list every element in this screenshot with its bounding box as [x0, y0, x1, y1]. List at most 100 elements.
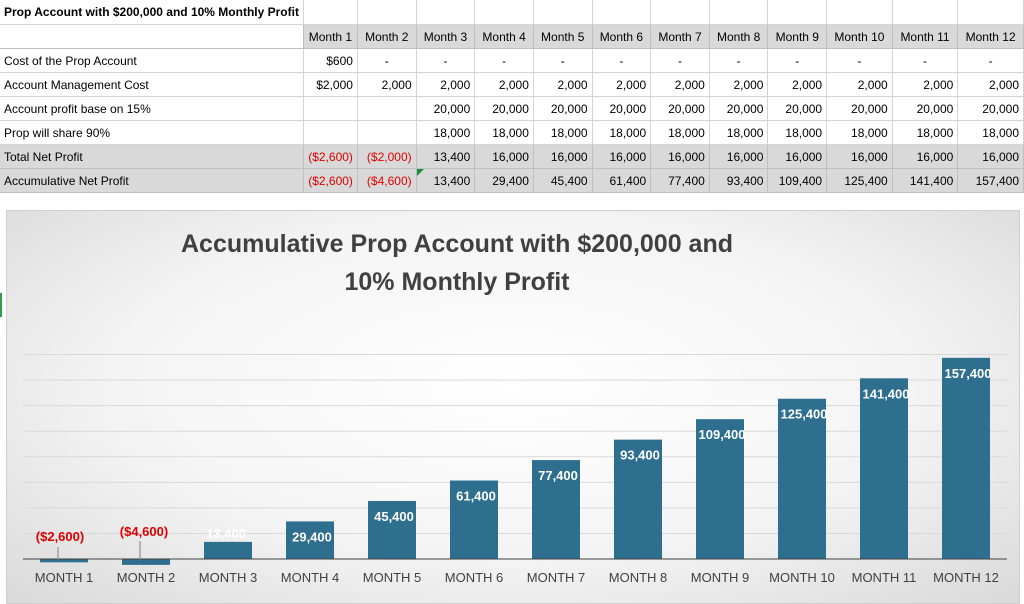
month-header-cell[interactable]: Month 7 — [650, 24, 710, 49]
value-cell[interactable]: 20,000 — [767, 96, 828, 121]
value-cell[interactable]: 2,000 — [957, 72, 1024, 97]
value-cell[interactable]: 18,000 — [892, 120, 959, 145]
empty-cell[interactable] — [826, 0, 893, 25]
value-cell[interactable]: 20,000 — [533, 96, 593, 121]
month-header-cell[interactable]: Month 6 — [592, 24, 652, 49]
value-cell[interactable]: 16,000 — [474, 144, 534, 169]
value-cell[interactable]: 20,000 — [709, 96, 769, 121]
value-cell[interactable]: 20,000 — [474, 96, 534, 121]
empty-cell[interactable] — [892, 0, 959, 25]
empty-cell[interactable] — [416, 0, 476, 25]
value-cell[interactable]: 2,000 — [709, 72, 769, 97]
value-cell[interactable]: 109,400 — [767, 168, 828, 193]
month-header-cell[interactable]: Month 8 — [709, 24, 769, 49]
empty-cell[interactable] — [709, 0, 769, 25]
month-header-cell[interactable]: Month 1 — [303, 24, 358, 49]
empty-cell[interactable] — [357, 0, 417, 25]
value-cell[interactable]: ($2,600) — [303, 144, 358, 169]
empty-cell[interactable] — [767, 0, 828, 25]
empty-cell[interactable] — [957, 0, 1024, 25]
value-cell[interactable]: 2,000 — [892, 72, 959, 97]
empty-cell[interactable] — [650, 0, 710, 25]
empty-cell[interactable] — [592, 0, 652, 25]
month-header-cell[interactable]: Month 12 — [957, 24, 1024, 49]
value-cell[interactable]: 2,000 — [474, 72, 534, 97]
month-header-cell[interactable]: Month 10 — [826, 24, 893, 49]
value-cell[interactable]: - — [592, 48, 652, 73]
value-cell[interactable]: ($2,600) — [303, 168, 358, 193]
value-cell[interactable]: 16,000 — [709, 144, 769, 169]
row-label-cell[interactable]: Prop will share 90% — [0, 120, 304, 145]
value-cell[interactable]: 18,000 — [416, 120, 476, 145]
row-label-cell[interactable]: Cost of the Prop Account — [0, 48, 304, 73]
value-cell[interactable]: - — [957, 48, 1024, 73]
value-cell[interactable]: 18,000 — [592, 120, 652, 145]
value-cell[interactable]: 20,000 — [892, 96, 959, 121]
value-cell[interactable] — [357, 120, 417, 145]
value-cell[interactable]: 2,000 — [592, 72, 652, 97]
empty-cell[interactable] — [303, 0, 358, 25]
value-cell[interactable]: 2,000 — [650, 72, 710, 97]
value-cell[interactable]: 2,000 — [416, 72, 476, 97]
value-cell[interactable]: 2,000 — [357, 72, 417, 97]
value-cell[interactable]: 141,400 — [892, 168, 959, 193]
value-cell[interactable]: 20,000 — [957, 96, 1024, 121]
value-cell[interactable]: 2,000 — [533, 72, 593, 97]
empty-cell[interactable] — [533, 0, 593, 25]
empty-cell[interactable] — [0, 24, 304, 49]
month-header-cell[interactable]: Month 3 — [416, 24, 476, 49]
value-cell[interactable]: 18,000 — [709, 120, 769, 145]
value-cell[interactable]: 18,000 — [957, 120, 1024, 145]
month-header-cell[interactable]: Month 2 — [357, 24, 417, 49]
value-cell[interactable]: $600 — [303, 48, 358, 73]
value-cell[interactable]: - — [826, 48, 893, 73]
chart-panel[interactable]: Accumulative Prop Account with $200,000 … — [6, 210, 1020, 604]
value-cell[interactable]: 16,000 — [650, 144, 710, 169]
value-cell[interactable]: 125,400 — [826, 168, 893, 193]
row-label-cell[interactable]: Account Management Cost — [0, 72, 304, 97]
value-cell[interactable]: 2,000 — [826, 72, 893, 97]
value-cell[interactable]: $2,000 — [303, 72, 358, 97]
value-cell[interactable]: - — [767, 48, 828, 73]
month-header-cell[interactable]: Month 4 — [474, 24, 534, 49]
value-cell[interactable]: 93,400 — [709, 168, 769, 193]
value-cell[interactable]: 16,000 — [826, 144, 893, 169]
value-cell[interactable]: ($4,600) — [357, 168, 417, 193]
value-cell[interactable]: 18,000 — [474, 120, 534, 145]
month-header-cell[interactable]: Month 11 — [892, 24, 959, 49]
value-cell[interactable]: 18,000 — [650, 120, 710, 145]
value-cell[interactable] — [357, 96, 417, 121]
value-cell[interactable]: 61,400 — [592, 168, 652, 193]
empty-cell[interactable] — [474, 0, 534, 25]
value-cell[interactable]: - — [474, 48, 534, 73]
value-cell[interactable]: 18,000 — [533, 120, 593, 145]
sheet-title-cell[interactable]: Prop Account with $200,000 and 10% Month… — [0, 0, 304, 25]
value-cell[interactable]: - — [650, 48, 710, 73]
value-cell[interactable]: 20,000 — [826, 96, 893, 121]
value-cell[interactable]: 20,000 — [416, 96, 476, 121]
value-cell[interactable]: 2,000 — [767, 72, 828, 97]
value-cell[interactable]: - — [357, 48, 417, 73]
value-cell[interactable]: 29,400 — [474, 168, 534, 193]
value-cell[interactable]: 16,000 — [957, 144, 1024, 169]
value-cell[interactable]: 16,000 — [767, 144, 828, 169]
value-cell[interactable]: - — [709, 48, 769, 73]
month-header-cell[interactable]: Month 5 — [533, 24, 593, 49]
row-label-cell[interactable]: Accumulative Net Profit — [0, 168, 304, 193]
value-cell[interactable]: 20,000 — [592, 96, 652, 121]
value-cell[interactable]: ($2,000) — [357, 144, 417, 169]
value-cell[interactable]: - — [416, 48, 476, 73]
value-cell[interactable]: - — [892, 48, 959, 73]
value-cell[interactable] — [303, 120, 358, 145]
value-cell[interactable]: 18,000 — [826, 120, 893, 145]
month-header-cell[interactable]: Month 9 — [767, 24, 828, 49]
row-label-cell[interactable]: Account profit base on 15% — [0, 96, 304, 121]
value-cell[interactable]: - — [533, 48, 593, 73]
value-cell[interactable]: 45,400 — [533, 168, 593, 193]
value-cell[interactable]: 20,000 — [650, 96, 710, 121]
value-cell[interactable]: 13,400 — [416, 144, 476, 169]
value-cell[interactable]: 16,000 — [592, 144, 652, 169]
value-cell[interactable]: 157,400 — [957, 168, 1024, 193]
value-cell[interactable]: 18,000 — [767, 120, 828, 145]
value-cell[interactable] — [303, 96, 358, 121]
